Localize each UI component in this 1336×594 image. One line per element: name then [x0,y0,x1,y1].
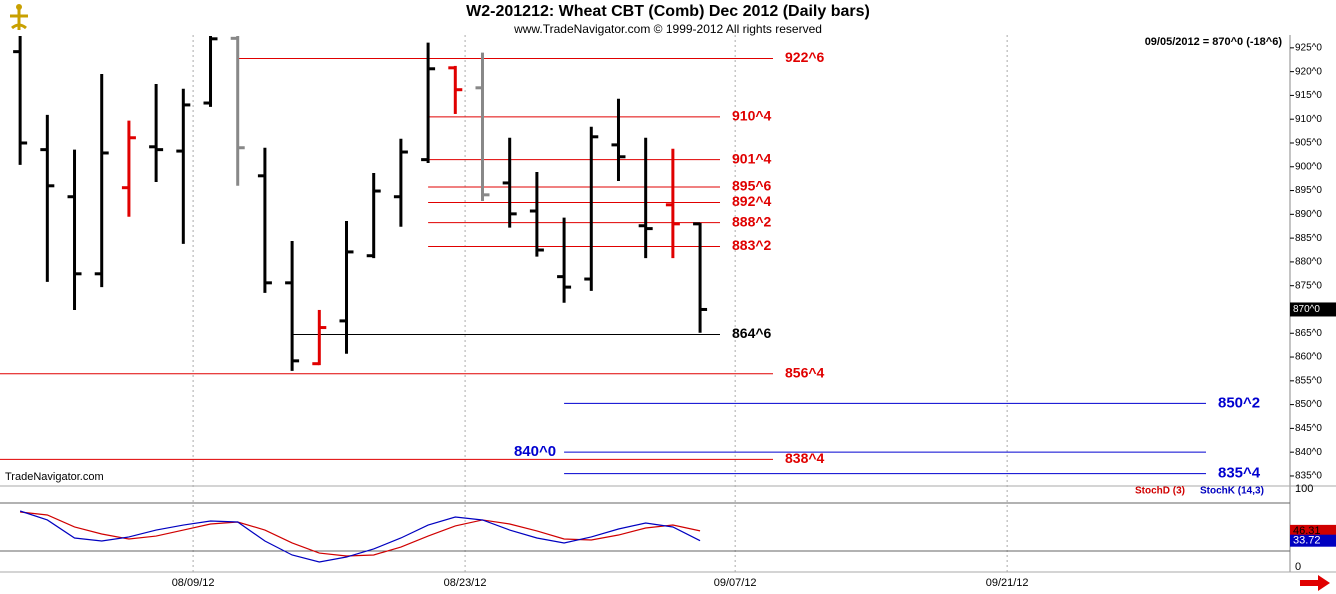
y-tick-label: 920^0 [1295,66,1322,77]
level-label: 892^4 [732,193,772,209]
legend-entry: StochD (3) [1135,486,1185,497]
last-price-label: 870^0 [1293,304,1320,315]
level-label: 888^2 [732,213,772,229]
y-tick-label: 875^0 [1295,280,1322,291]
y-tick-label: 835^0 [1295,471,1322,482]
y-tick-label: 885^0 [1295,233,1322,244]
y-tick-label: 910^0 [1295,114,1322,125]
y-tick-label: 925^0 [1295,42,1322,53]
y-tick-label: 895^0 [1295,185,1322,196]
level-label: 895^6 [732,178,772,194]
y-tick-label: 915^0 [1295,90,1322,101]
scroll-arrow[interactable] [1300,575,1330,591]
level-label: 883^2 [732,237,772,253]
info-text: 09/05/2012 = 870^0 (-18^6) [1145,36,1283,48]
level-label: 835^4 [1218,465,1261,482]
y-tick-label: 860^0 [1295,352,1322,363]
last-value-label: 46.31 [1293,525,1321,537]
y-tick-label: 865^0 [1295,328,1322,339]
level-label: 850^2 [1218,394,1260,411]
y-tick-label: 850^0 [1295,399,1322,410]
y-tick-label: 0 [1295,561,1301,573]
level-label: 910^4 [732,108,772,124]
x-tick-label: 08/09/12 [172,577,215,589]
y-tick-label: 840^0 [1295,447,1322,458]
watermark: TradeNavigator.com [5,471,104,483]
stoch-line [19,510,701,563]
logo [6,4,32,32]
last-value-label: 33.72 [1293,535,1321,547]
stoch-line [20,511,701,557]
y-tick-label: 905^0 [1295,138,1322,149]
last-price-box [1290,302,1336,317]
y-tick-label: 900^0 [1295,161,1322,172]
y-tick-label: 845^0 [1295,423,1322,434]
last-value-box [1290,524,1336,537]
level-label: 840^0 [514,443,556,460]
y-tick-label: 100 [1295,483,1313,495]
level-label: 922^6 [785,49,825,65]
y-tick-label: 855^0 [1295,375,1322,386]
y-tick-label: 880^0 [1295,257,1322,268]
x-tick-label: 09/21/12 [986,577,1029,589]
chart-subtitle: www.TradeNavigator.com © 1999-2012 All r… [513,22,822,36]
y-tick-label: 890^0 [1295,209,1322,220]
level-label: 864^6 [732,325,772,341]
level-label: 838^4 [785,450,825,466]
chart-title: W2-201212: Wheat CBT (Comb) Dec 2012 (Da… [466,3,870,20]
x-tick-label: 09/07/12 [714,577,757,589]
level-label: 856^4 [785,364,825,380]
legend-entry: StochK (14,3) [1200,486,1264,497]
x-tick-label: 08/23/12 [444,577,487,589]
last-value-box [1290,534,1336,547]
level-label: 901^4 [732,150,772,166]
